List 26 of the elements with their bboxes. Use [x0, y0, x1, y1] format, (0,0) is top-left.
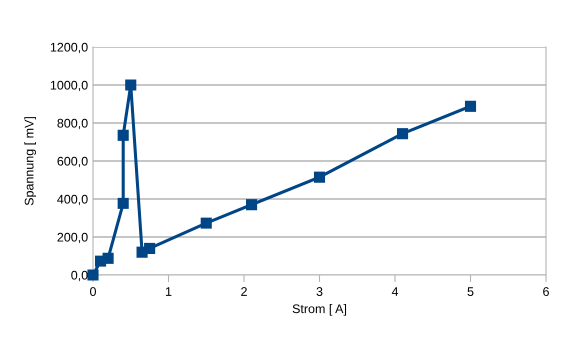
y-tick-label: 0,0 [71, 270, 88, 282]
point [144, 242, 156, 254]
x-tick-label: 4 [392, 287, 398, 296]
x-axis-title: Strom [ A] [292, 304, 346, 316]
x-tick-label: 5 [468, 287, 474, 296]
point [246, 199, 258, 210]
point [102, 252, 114, 264]
y-tick-label: 600,0 [57, 156, 88, 168]
y-axis-title: Spannung [ mV] [24, 117, 36, 206]
point [118, 198, 129, 209]
y-tick-label: 200,0 [57, 232, 88, 244]
y-tick-label: 1200,0 [50, 42, 88, 54]
x-tick-label: 6 [543, 287, 549, 296]
point [314, 172, 326, 183]
x-tick-label: 0 [90, 287, 96, 296]
y-tick-label: 400,0 [57, 194, 88, 206]
x-tick-label: 2 [241, 287, 247, 296]
x-tick-label: 3 [316, 287, 322, 296]
point [200, 218, 212, 229]
point [118, 130, 129, 141]
point [396, 128, 408, 140]
y-tick-label: 800,0 [57, 118, 88, 130]
x-tick-label: 1 [166, 287, 172, 296]
y-tick-label: 1000,0 [50, 80, 88, 92]
point [464, 100, 476, 112]
point [125, 79, 136, 91]
